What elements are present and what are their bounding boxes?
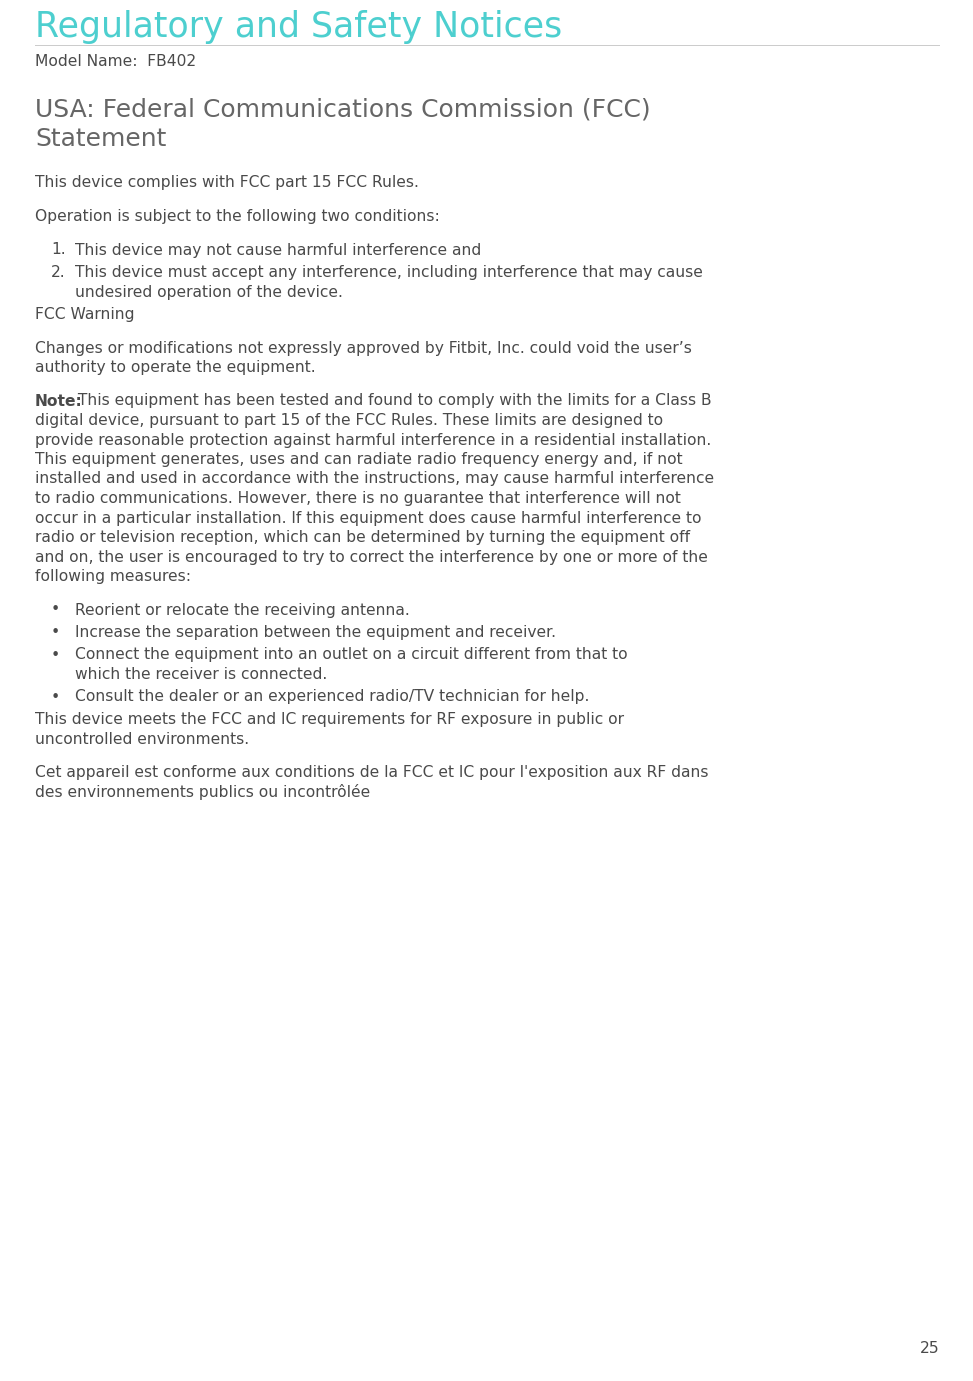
- Text: 1.: 1.: [51, 243, 65, 257]
- Text: This equipment has been tested and found to comply with the limits for a Class B: This equipment has been tested and found…: [73, 394, 711, 409]
- Text: uncontrolled environments.: uncontrolled environments.: [35, 732, 249, 747]
- Text: and on, the user is encouraged to try to correct the interference by one or more: and on, the user is encouraged to try to…: [35, 550, 708, 565]
- Text: •: •: [51, 626, 60, 639]
- Text: following measures:: following measures:: [35, 569, 191, 584]
- Text: provide reasonable protection against harmful interference in a residential inst: provide reasonable protection against ha…: [35, 432, 711, 447]
- Text: authority to operate the equipment.: authority to operate the equipment.: [35, 360, 315, 376]
- Text: Cet appareil est conforme aux conditions de la FCC et IC pour l'exposition aux R: Cet appareil est conforme aux conditions…: [35, 765, 708, 780]
- Text: •: •: [51, 689, 60, 704]
- Text: installed and used in accordance with the instructions, may cause harmful interf: installed and used in accordance with th…: [35, 471, 714, 486]
- Text: Note:: Note:: [35, 394, 83, 409]
- Text: which the receiver is connected.: which the receiver is connected.: [75, 667, 327, 682]
- Text: Increase the separation between the equipment and receiver.: Increase the separation between the equi…: [75, 626, 556, 639]
- Text: FCC Warning: FCC Warning: [35, 307, 134, 322]
- Text: 2.: 2.: [51, 265, 65, 280]
- Text: Changes or modifications not expressly approved by Fitbit, Inc. could void the u: Changes or modifications not expressly a…: [35, 341, 692, 355]
- Text: des environnements publics ou incontrôlée: des environnements publics ou incontrôlé…: [35, 784, 371, 801]
- Text: Reorient or relocate the receiving antenna.: Reorient or relocate the receiving anten…: [75, 602, 410, 617]
- Text: This device must accept any interference, including interference that may cause: This device must accept any interference…: [75, 265, 703, 280]
- Text: Statement: Statement: [35, 127, 166, 152]
- Text: This device may not cause harmful interference and: This device may not cause harmful interf…: [75, 243, 482, 257]
- Text: Operation is subject to the following two conditions:: Operation is subject to the following tw…: [35, 209, 440, 224]
- Text: USA: Federal Communications Commission (FCC): USA: Federal Communications Commission (…: [35, 98, 651, 122]
- Text: 25: 25: [920, 1341, 940, 1356]
- Text: Regulatory and Safety Notices: Regulatory and Safety Notices: [35, 10, 562, 44]
- Text: Consult the dealer or an experienced radio/TV technician for help.: Consult the dealer or an experienced rad…: [75, 689, 590, 704]
- Text: radio or television reception, which can be determined by turning the equipment : radio or television reception, which can…: [35, 530, 690, 545]
- Text: •: •: [51, 648, 60, 663]
- Text: undesired operation of the device.: undesired operation of the device.: [75, 284, 342, 300]
- Text: to radio communications. However, there is no guarantee that interference will n: to radio communications. However, there …: [35, 492, 681, 505]
- Text: Model Name:  FB402: Model Name: FB402: [35, 54, 197, 69]
- Text: This equipment generates, uses and can radiate radio frequency energy and, if no: This equipment generates, uses and can r…: [35, 452, 683, 467]
- Text: Connect the equipment into an outlet on a circuit different from that to: Connect the equipment into an outlet on …: [75, 648, 628, 663]
- Text: occur in a particular installation. If this equipment does cause harmful interfe: occur in a particular installation. If t…: [35, 511, 702, 526]
- Text: This device complies with FCC part 15 FCC Rules.: This device complies with FCC part 15 FC…: [35, 175, 418, 191]
- Text: digital device, pursuant to part 15 of the FCC Rules. These limits are designed : digital device, pursuant to part 15 of t…: [35, 413, 664, 428]
- Text: This device meets the FCC and IC requirements for RF exposure in public or: This device meets the FCC and IC require…: [35, 713, 624, 726]
- Text: •: •: [51, 602, 60, 617]
